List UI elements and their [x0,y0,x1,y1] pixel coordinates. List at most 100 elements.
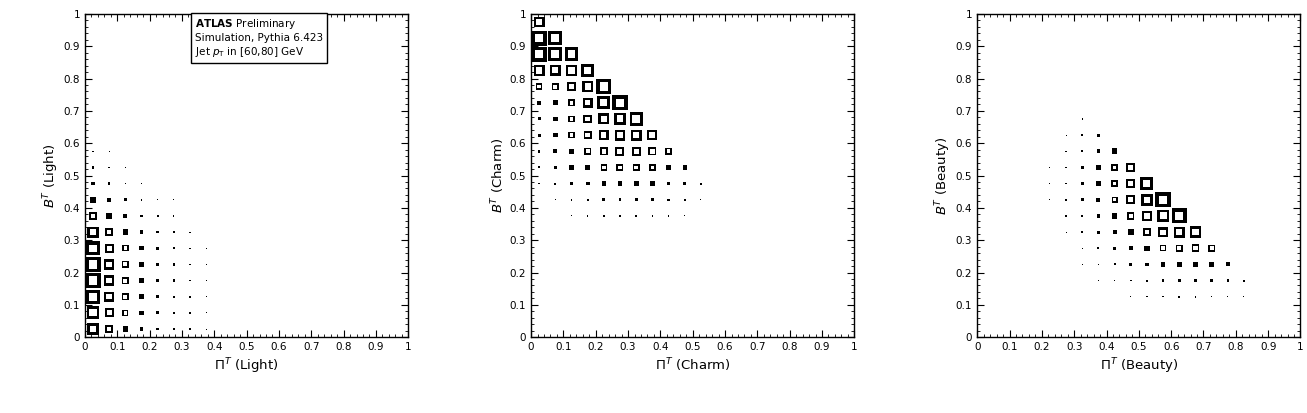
Bar [630,112,643,126]
Bar [173,328,175,330]
Bar [107,311,111,316]
Bar [1144,246,1150,251]
Bar [124,183,127,185]
Bar [553,85,557,88]
Bar [1144,180,1150,187]
Bar [122,293,129,300]
Bar [665,165,672,170]
Bar [1158,228,1167,237]
Bar [1155,192,1171,207]
Bar [667,182,670,185]
Bar [1127,212,1134,220]
Bar [1065,151,1067,152]
Bar [569,116,575,122]
Bar [1128,181,1133,186]
Bar [1129,263,1132,266]
Bar [601,133,606,138]
Bar [1128,229,1133,235]
Bar [1111,197,1117,203]
Bar [1081,215,1084,217]
Bar [532,31,546,45]
Bar [157,215,158,217]
Bar [599,130,609,140]
Bar [1192,244,1200,252]
Bar [123,214,127,218]
Bar [1081,150,1084,152]
Bar [536,83,542,90]
Bar [586,150,589,153]
Bar [684,199,685,201]
Bar [190,296,191,297]
Bar [85,257,101,272]
Bar [122,277,129,284]
Bar [651,198,654,201]
Bar [106,278,112,283]
Bar [1210,279,1213,282]
Bar [633,164,639,171]
Bar [1112,182,1116,185]
Bar [1097,214,1100,218]
Bar [1226,280,1229,282]
Bar [1226,262,1230,266]
Bar [601,181,606,186]
Bar [157,231,159,233]
Bar [682,165,686,170]
Bar [614,113,626,125]
Bar [601,116,606,122]
Bar [633,115,639,123]
Bar [1175,212,1183,220]
Bar [124,247,127,250]
Bar [1209,246,1214,250]
Bar [1097,181,1100,186]
Bar [141,199,142,201]
Bar [537,85,541,88]
Bar [1129,246,1133,250]
Bar [1114,247,1116,250]
Bar [599,114,609,124]
Bar [1159,195,1167,204]
Bar [616,147,625,156]
Bar [106,213,112,219]
Bar [139,262,144,267]
Bar [1097,150,1100,153]
Bar [1129,280,1132,281]
Bar [86,306,99,319]
Bar [1127,195,1134,204]
Bar [1128,165,1133,170]
Bar [586,116,589,121]
Bar [552,34,559,42]
Bar [1065,215,1067,217]
Bar [1159,245,1166,252]
Bar [1179,296,1180,297]
X-axis label: Π$^T$ (Charm): Π$^T$ (Charm) [655,356,731,374]
Bar [1112,230,1116,234]
Bar [570,101,574,105]
Bar [635,198,638,201]
Bar [1193,262,1197,267]
Bar [124,198,127,201]
Bar [569,149,574,154]
Bar [554,166,557,169]
Bar [107,246,112,251]
Bar [652,215,654,217]
Bar [571,199,572,201]
Bar [1081,182,1084,185]
Bar [617,132,623,138]
Bar [105,244,114,253]
Bar [535,50,544,58]
Bar [173,280,175,282]
Bar [617,116,623,122]
Bar [549,31,562,45]
Bar [1195,279,1197,282]
Bar [108,167,110,168]
Bar [548,47,562,62]
Bar [1145,230,1149,234]
Bar [603,215,605,217]
Bar [1065,166,1067,168]
Bar [173,231,175,233]
Bar [1111,164,1117,171]
Bar [139,294,144,299]
Bar [90,229,97,235]
Bar [1098,247,1099,249]
Bar [86,290,101,304]
